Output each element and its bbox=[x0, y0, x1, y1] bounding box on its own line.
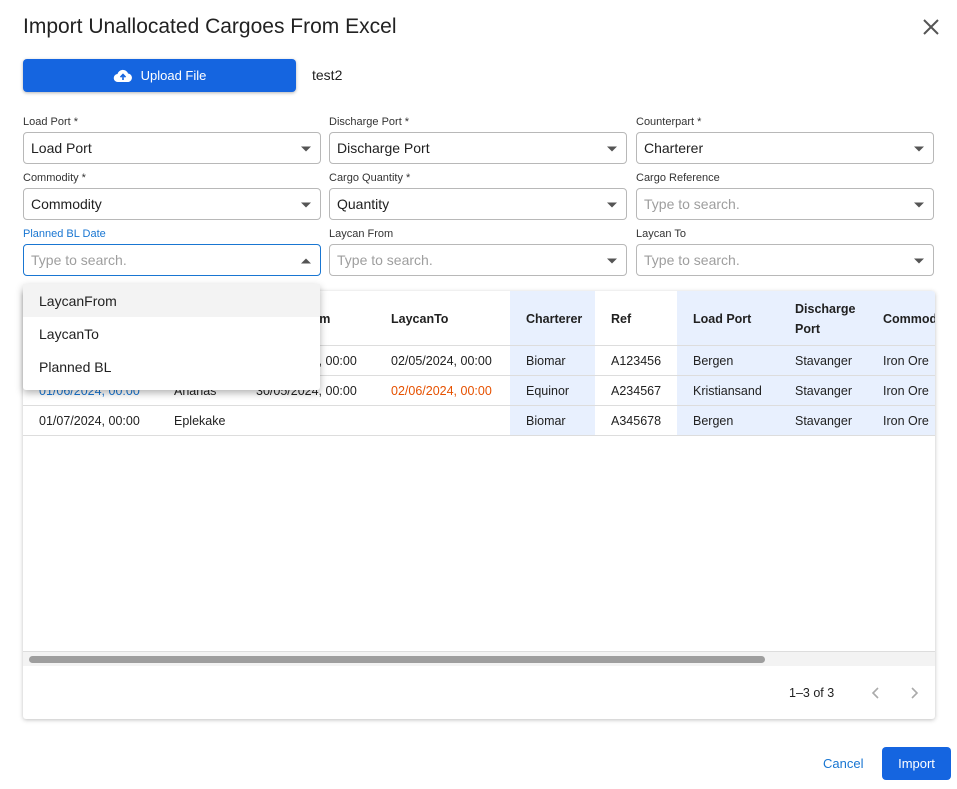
dropdown-caret bbox=[607, 258, 617, 264]
upload-label: Upload File bbox=[141, 68, 207, 83]
table-cell: Stavanger bbox=[779, 376, 867, 406]
table-cell: Iron Ore bbox=[867, 376, 935, 406]
field-value: Commodity bbox=[31, 196, 102, 212]
dropdown-caret bbox=[914, 258, 924, 264]
field-label: Cargo Quantity * bbox=[329, 172, 410, 184]
dropdown-caret bbox=[607, 202, 617, 208]
dropdown-caret bbox=[607, 146, 617, 152]
column-header[interactable]: Discharge Port bbox=[779, 291, 867, 346]
field-value: Type to search. bbox=[644, 252, 740, 268]
column-header[interactable]: Commodity bbox=[867, 291, 935, 346]
table-cell: Eplekake bbox=[158, 406, 240, 436]
table-cell: Stavanger bbox=[779, 406, 867, 436]
field-input[interactable]: Type to search. bbox=[636, 188, 934, 220]
field-value: Load Port bbox=[31, 140, 92, 156]
dropdown-caret bbox=[914, 202, 924, 208]
scrollbar bbox=[23, 651, 935, 666]
field-label: Cargo Reference bbox=[636, 172, 720, 184]
field-input[interactable]: Load Port bbox=[23, 132, 321, 164]
table-cell: 02/06/2024, 00:00 bbox=[375, 376, 510, 406]
pager-arrows[interactable] bbox=[867, 683, 927, 703]
table-cell: A345678 bbox=[595, 406, 677, 436]
field-input[interactable]: Type to search. bbox=[636, 244, 934, 276]
column-header[interactable]: Load Port bbox=[677, 291, 779, 346]
column-header[interactable]: LaycanTo bbox=[375, 291, 510, 346]
table-cell: Iron Ore bbox=[867, 346, 935, 376]
dropdown-option[interactable]: LaycanTo bbox=[23, 317, 320, 350]
table-cell: Biomar bbox=[510, 406, 595, 436]
table-cell: Stavanger bbox=[779, 346, 867, 376]
field-label: Laycan To bbox=[636, 228, 686, 240]
dropdown-caret bbox=[301, 202, 311, 208]
dialog-title: Import Unallocated Cargoes From Excel bbox=[23, 15, 396, 39]
field-value: Type to search. bbox=[31, 252, 127, 268]
field-input[interactable]: Discharge Port bbox=[329, 132, 627, 164]
table-cell: Equinor bbox=[510, 376, 595, 406]
table-cell: 01/07/2024, 00:00 bbox=[23, 406, 158, 436]
field-label: Discharge Port * bbox=[329, 116, 409, 128]
field-value: Type to search. bbox=[644, 196, 740, 212]
table-cell: Biomar bbox=[510, 346, 595, 376]
table-cell: Iron Ore bbox=[867, 406, 935, 436]
cancel-button[interactable]: Cancel bbox=[823, 756, 863, 771]
field-value: Quantity bbox=[337, 196, 389, 212]
import-button[interactable]: Import bbox=[882, 747, 951, 780]
field-label: Counterpart * bbox=[636, 116, 701, 128]
dropdown-caret bbox=[301, 146, 311, 152]
dropdown-caret bbox=[914, 146, 924, 152]
field-input[interactable]: Commodity bbox=[23, 188, 321, 220]
upload-icon bbox=[113, 69, 133, 83]
field-value: Type to search. bbox=[337, 252, 433, 268]
field-label: Commodity * bbox=[23, 172, 86, 184]
table-cell: 02/05/2024, 00:00 bbox=[375, 346, 510, 376]
pagination: 1–3 of 3 bbox=[789, 686, 834, 700]
column-header[interactable]: Ref bbox=[595, 291, 677, 346]
field-input[interactable]: Quantity bbox=[329, 188, 627, 220]
field-label: Planned BL Date bbox=[23, 228, 106, 240]
table-cell: A123456 bbox=[595, 346, 677, 376]
file-name: test2 bbox=[312, 67, 342, 83]
field-input[interactable]: Type to search. bbox=[23, 244, 321, 276]
table-cell: Bergen bbox=[677, 346, 779, 376]
field-label: Laycan From bbox=[329, 228, 393, 240]
field-input[interactable]: Type to search. bbox=[329, 244, 627, 276]
field-input[interactable]: Charterer bbox=[636, 132, 934, 164]
table-cell: A234567 bbox=[595, 376, 677, 406]
row-divider bbox=[23, 435, 935, 436]
field-value: Discharge Port bbox=[337, 140, 430, 156]
field-label: Load Port * bbox=[23, 116, 78, 128]
table-cell: Bergen bbox=[677, 406, 779, 436]
table-cell: Kristiansand bbox=[677, 376, 779, 406]
dropdown-menu: LaycanFromLaycanToPlanned BL bbox=[23, 284, 320, 390]
field-value: Charterer bbox=[644, 140, 703, 156]
dropdown-option[interactable]: LaycanFrom bbox=[23, 284, 320, 317]
upload-button[interactable]: Upload File bbox=[23, 59, 296, 92]
dropdown-option[interactable]: Planned BL bbox=[23, 350, 320, 383]
close-button[interactable] bbox=[920, 16, 942, 38]
scrollbar-thumb[interactable] bbox=[29, 656, 765, 663]
dropdown-caret bbox=[301, 258, 311, 264]
column-header[interactable]: Charterer bbox=[510, 291, 595, 346]
